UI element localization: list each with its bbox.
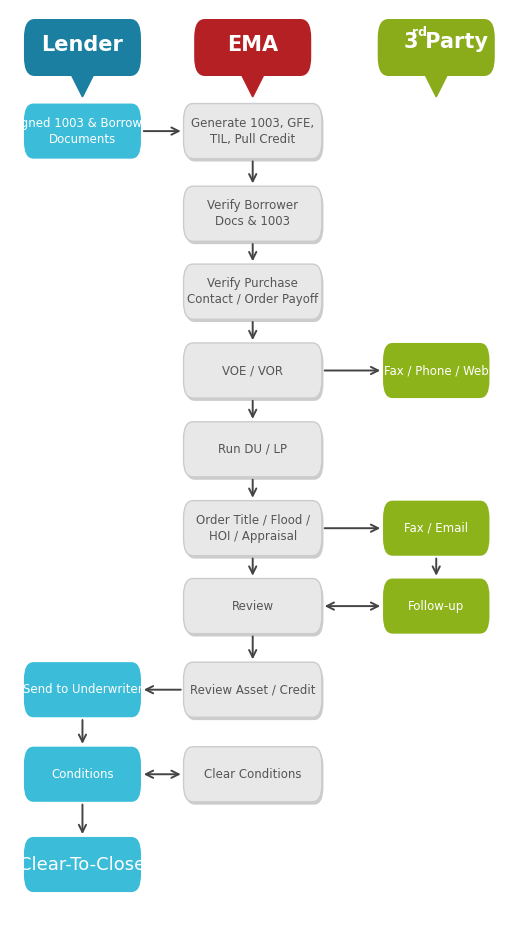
- FancyBboxPatch shape: [24, 837, 141, 892]
- Text: Signed 1003 & Borrower
Documents: Signed 1003 & Borrower Documents: [10, 117, 155, 145]
- FancyBboxPatch shape: [185, 750, 323, 805]
- Text: Review: Review: [231, 599, 274, 613]
- Text: Generate 1003, GFE,
TIL, Pull Credit: Generate 1003, GFE, TIL, Pull Credit: [191, 117, 314, 145]
- Text: Fax / Phone / Web: Fax / Phone / Web: [384, 364, 488, 377]
- Text: Follow-up: Follow-up: [408, 599, 464, 613]
- Polygon shape: [242, 76, 263, 97]
- FancyBboxPatch shape: [184, 662, 322, 717]
- Text: Clear-To-Close: Clear-To-Close: [19, 856, 146, 873]
- FancyBboxPatch shape: [185, 346, 323, 401]
- Text: Fax / Email: Fax / Email: [404, 522, 468, 535]
- FancyBboxPatch shape: [378, 19, 495, 76]
- Text: Run DU / LP: Run DU / LP: [218, 443, 287, 456]
- Text: 3: 3: [403, 31, 418, 52]
- FancyBboxPatch shape: [184, 104, 322, 159]
- FancyBboxPatch shape: [185, 665, 323, 720]
- FancyBboxPatch shape: [184, 579, 322, 634]
- FancyBboxPatch shape: [184, 501, 322, 556]
- Text: EMA: EMA: [227, 34, 278, 55]
- FancyBboxPatch shape: [184, 422, 322, 477]
- FancyBboxPatch shape: [383, 343, 489, 398]
- Polygon shape: [72, 76, 93, 97]
- Text: Order Title / Flood /
HOI / Appraisal: Order Title / Flood / HOI / Appraisal: [196, 514, 310, 542]
- FancyBboxPatch shape: [24, 104, 141, 159]
- FancyBboxPatch shape: [194, 19, 311, 76]
- Text: Send to Underwriter: Send to Underwriter: [22, 683, 143, 696]
- FancyBboxPatch shape: [185, 106, 323, 162]
- Text: VOE / VOR: VOE / VOR: [222, 364, 283, 377]
- FancyBboxPatch shape: [185, 189, 323, 244]
- FancyBboxPatch shape: [185, 581, 323, 636]
- FancyBboxPatch shape: [383, 579, 489, 634]
- Text: Verify Purchase
Contact / Order Payoff: Verify Purchase Contact / Order Payoff: [187, 277, 318, 306]
- FancyBboxPatch shape: [184, 343, 322, 398]
- Text: Lender: Lender: [41, 34, 123, 55]
- FancyBboxPatch shape: [185, 267, 323, 322]
- FancyBboxPatch shape: [383, 501, 489, 556]
- FancyBboxPatch shape: [185, 425, 323, 480]
- Polygon shape: [426, 76, 447, 97]
- FancyBboxPatch shape: [184, 747, 322, 802]
- Text: Verify Borrower
Docs & 1003: Verify Borrower Docs & 1003: [207, 200, 298, 228]
- FancyBboxPatch shape: [24, 19, 141, 76]
- FancyBboxPatch shape: [24, 747, 141, 802]
- Text: Clear Conditions: Clear Conditions: [204, 768, 302, 781]
- Text: rd: rd: [412, 26, 427, 39]
- FancyBboxPatch shape: [184, 186, 322, 241]
- FancyBboxPatch shape: [184, 264, 322, 319]
- FancyBboxPatch shape: [24, 662, 141, 717]
- Text: Review Asset / Credit: Review Asset / Credit: [190, 683, 315, 696]
- FancyBboxPatch shape: [185, 504, 323, 559]
- Text: Conditions: Conditions: [51, 768, 114, 781]
- Text: Party: Party: [418, 31, 488, 52]
